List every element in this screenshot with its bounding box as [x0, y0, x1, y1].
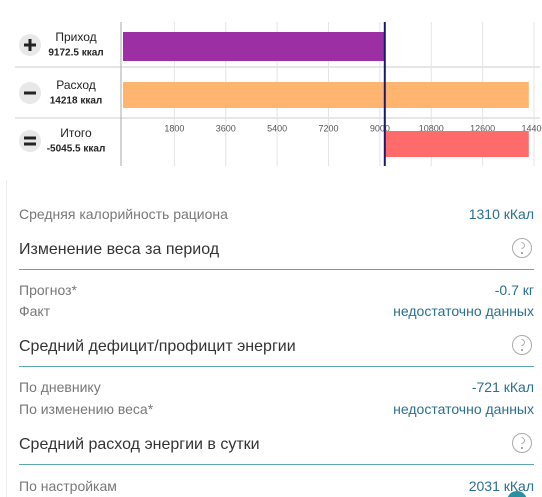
- stat-label: По дневнику: [19, 379, 101, 395]
- bar: [123, 82, 529, 108]
- x-tick-label: 7200: [318, 123, 338, 133]
- plus-icon: [19, 34, 41, 56]
- minus-icon: [19, 82, 41, 104]
- bar: [384, 131, 529, 157]
- stat-value: недостаточно данных: [393, 401, 534, 417]
- stat-value: 2031 кКал: [468, 478, 534, 494]
- x-tick-label: 3600: [216, 123, 236, 133]
- chart: 1800 3600 5400 7200 9000 10800 12600 14400 Прихо…: [15, 22, 542, 166]
- value-label: 14218 ккал: [50, 96, 103, 107]
- value-label: 9172.5 ккал: [48, 48, 103, 59]
- stat-value: -721 кКал: [471, 379, 534, 395]
- stat-value: 1310 кКал: [468, 206, 534, 222]
- x-tick-label: 14400: [521, 123, 542, 133]
- help-icon[interactable]: [512, 433, 532, 453]
- stat-label: Факт: [19, 303, 51, 319]
- help-button[interactable]: [502, 487, 532, 497]
- stat-label: Средняя калорийность рациона: [19, 206, 228, 222]
- section-title: Изменение веса за период: [19, 238, 534, 270]
- stat-row: По изменению веса* недостаточно данных: [19, 401, 534, 417]
- x-tick-label: 12600: [470, 123, 495, 133]
- section-title: Средний дефицит/профицит энергии: [19, 335, 534, 367]
- stat-label: Прогноз*: [19, 282, 77, 298]
- help-icon[interactable]: [512, 335, 532, 355]
- stat-value: -0.7 кг: [494, 282, 534, 298]
- x-tick-label: 5400: [267, 123, 287, 133]
- stat-row: По дневнику -721 кКал: [19, 379, 534, 395]
- x-tick-label: 1800: [164, 123, 184, 133]
- stat-row: Средняя калорийность рациона 1310 кКал: [19, 206, 534, 222]
- category-label: Расход: [56, 78, 96, 92]
- stat-label: По настройкам: [19, 478, 117, 494]
- x-tick-label: 9000: [370, 123, 390, 133]
- category-label: Итого: [60, 126, 92, 140]
- bar: [123, 32, 385, 61]
- stat-value: недостаточно данных: [393, 303, 534, 319]
- stat-label: По изменению веса*: [19, 401, 154, 417]
- equals-icon: [19, 130, 41, 152]
- value-label: -5045.5 ккал: [47, 144, 106, 155]
- section-title: Средний расход энергии в сутки: [19, 433, 534, 465]
- x-tick-label: 10800: [419, 123, 444, 133]
- stat-row: Факт недостаточно данных: [19, 303, 534, 319]
- section-title-text: Средний дефицит/профицит энергии: [19, 338, 296, 355]
- stat-row: По настройкам 2031 кКал: [19, 478, 534, 494]
- category-label: Приход: [55, 30, 96, 44]
- stat-row: Прогноз* -0.7 кг: [19, 282, 534, 298]
- section-title-text: Средний расход энергии в сутки: [19, 436, 260, 453]
- section-title-text: Изменение веса за период: [19, 241, 220, 258]
- border: [6, 180, 7, 497]
- help-icon[interactable]: [512, 238, 532, 258]
